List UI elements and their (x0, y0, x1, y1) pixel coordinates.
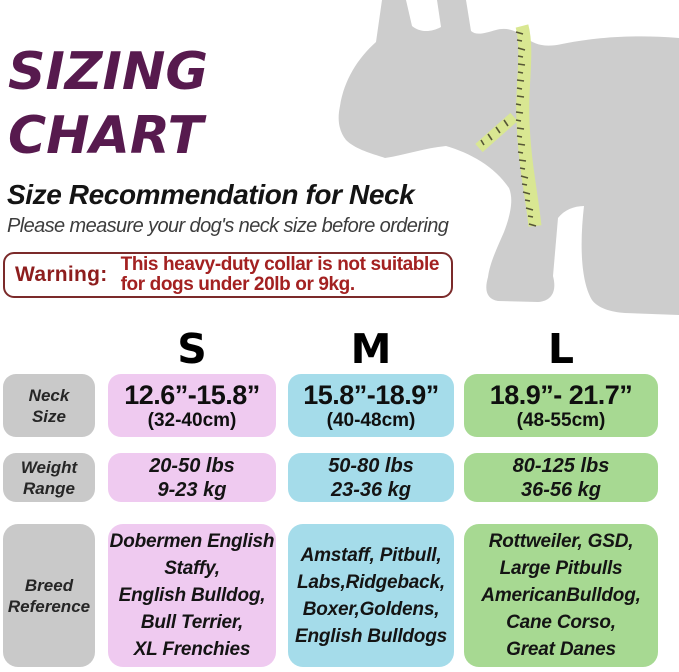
row-label-weight-range: Weight Range (3, 453, 95, 502)
neck-size-cm: (32-40cm) (147, 409, 237, 431)
breed-reference-cell-s: Dobermen English Staffy, English Bulldog… (108, 524, 276, 667)
row-label-text: Breed Reference (7, 575, 91, 616)
weight-range-cell-l: 80-125 lbs 36-56 kg (464, 453, 658, 502)
column-header-size-l: L (547, 325, 575, 373)
column-header-size-s: S (177, 325, 207, 373)
row-label-text: Weight Range (20, 457, 78, 498)
row-label-breed-reference: Breed Reference (3, 524, 95, 667)
page-subtitle: Size Recommendation for Neck (7, 179, 415, 210)
neck-size-cell-m: 15.8”-18.9” (40-48cm) (288, 374, 454, 437)
weight-range-text: 20-50 lbs 9-23 kg (149, 454, 235, 501)
breed-list-text: Rottweiler, GSD, Large Pitbulls American… (481, 531, 641, 660)
column-header-size-m: M (350, 325, 392, 373)
neck-size-cm: (48-55cm) (516, 409, 606, 431)
weight-range-text: 50-80 lbs 23-36 kg (328, 454, 414, 501)
breed-list-text: Dobermen English Staffy, English Bulldog… (109, 531, 275, 660)
weight-range-cell-m: 50-80 lbs 23-36 kg (288, 453, 454, 502)
measuring-tape-ticks (480, 31, 537, 227)
warning-text: This heavy-duty collar is not suitable f… (120, 254, 440, 295)
weight-range-text: 80-125 lbs 36-56 kg (512, 454, 610, 501)
measure-note: Please measure your dog's neck size befo… (7, 215, 449, 237)
neck-size-inches: 18.9”- 21.7” (489, 379, 633, 410)
neck-size-cell-l: 18.9”- 21.7” (48-55cm) (464, 374, 658, 437)
row-label-neck-size: Neck Size (3, 374, 95, 437)
row-label-text: Neck Size (28, 385, 70, 426)
breed-reference-cell-m: Amstaff, Pitbull, Labs,Ridgeback, Boxer,… (288, 524, 454, 667)
neck-size-inches: 15.8”-18.9” (303, 379, 439, 410)
dog-body-shape (338, 0, 679, 315)
neck-size-cell-s: 12.6”-15.8” (32-40cm) (108, 374, 276, 437)
dog-silhouette-with-measuring-tape-icon (338, 0, 679, 315)
breed-reference-cell-l: Rottweiler, GSD, Large Pitbulls American… (464, 524, 658, 667)
page-title: SIZING CHART (8, 42, 209, 166)
warning-box: Warning: This heavy-duty collar is not s… (3, 252, 453, 298)
neck-size-inches: 12.6”-15.8” (124, 379, 260, 410)
measuring-tape-neck-band (475, 112, 518, 153)
neck-size-cm: (40-48cm) (326, 409, 416, 431)
weight-range-cell-s: 20-50 lbs 9-23 kg (108, 453, 276, 502)
breed-list-text: Amstaff, Pitbull, Labs,Ridgeback, Boxer,… (295, 544, 447, 647)
warning-label: Warning: (15, 263, 108, 286)
